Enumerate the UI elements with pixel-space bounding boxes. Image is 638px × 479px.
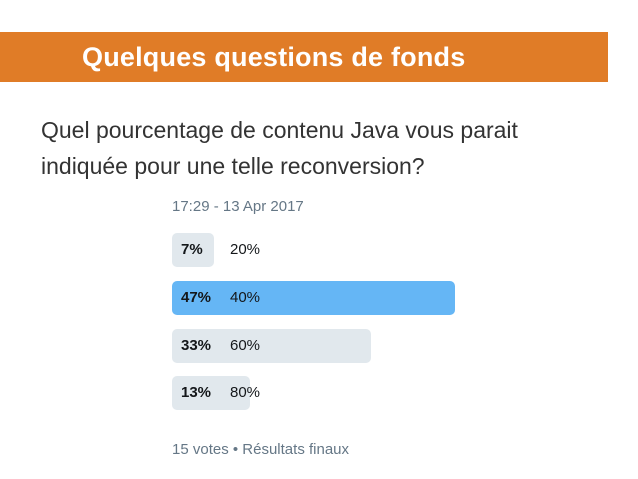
poll-label-3: 60% [230, 337, 261, 354]
poll-bar-1 [172, 233, 214, 267]
poll-bar-2 [172, 281, 455, 315]
poll-label-1: 20% [230, 241, 261, 258]
poll-bar-3 [172, 329, 371, 363]
slide-title: Quelques questions de fonds [82, 42, 466, 72]
poll-option-3: 33% 60% [172, 329, 592, 363]
question-text: Quel pourcentage de contenu Java vous pa… [41, 112, 611, 184]
poll-option-2: 47% 40% [172, 281, 592, 315]
poll-percent-3: 33% [181, 337, 212, 354]
poll-bar-4 [172, 376, 250, 410]
question-line-1: Quel pourcentage de contenu Java vous pa… [41, 117, 518, 143]
poll-option-4: 13% 80% [172, 376, 592, 410]
poll-label-2: 40% [230, 289, 261, 306]
poll-percent-4: 13% [181, 384, 212, 401]
question-line-2: indiquée pour une telle reconversion? [41, 153, 425, 179]
title-band: Quelques questions de fonds [0, 32, 608, 82]
poll-timestamp: 17:29 - 13 Apr 2017 [172, 198, 304, 215]
poll-option-1: 7% 20% [172, 233, 592, 267]
poll-percent-2: 47% [181, 289, 212, 306]
poll-footer: 15 votes • Résultats finaux [172, 441, 350, 458]
poll-label-4: 80% [230, 384, 261, 401]
poll-percent-1: 7% [181, 241, 203, 258]
